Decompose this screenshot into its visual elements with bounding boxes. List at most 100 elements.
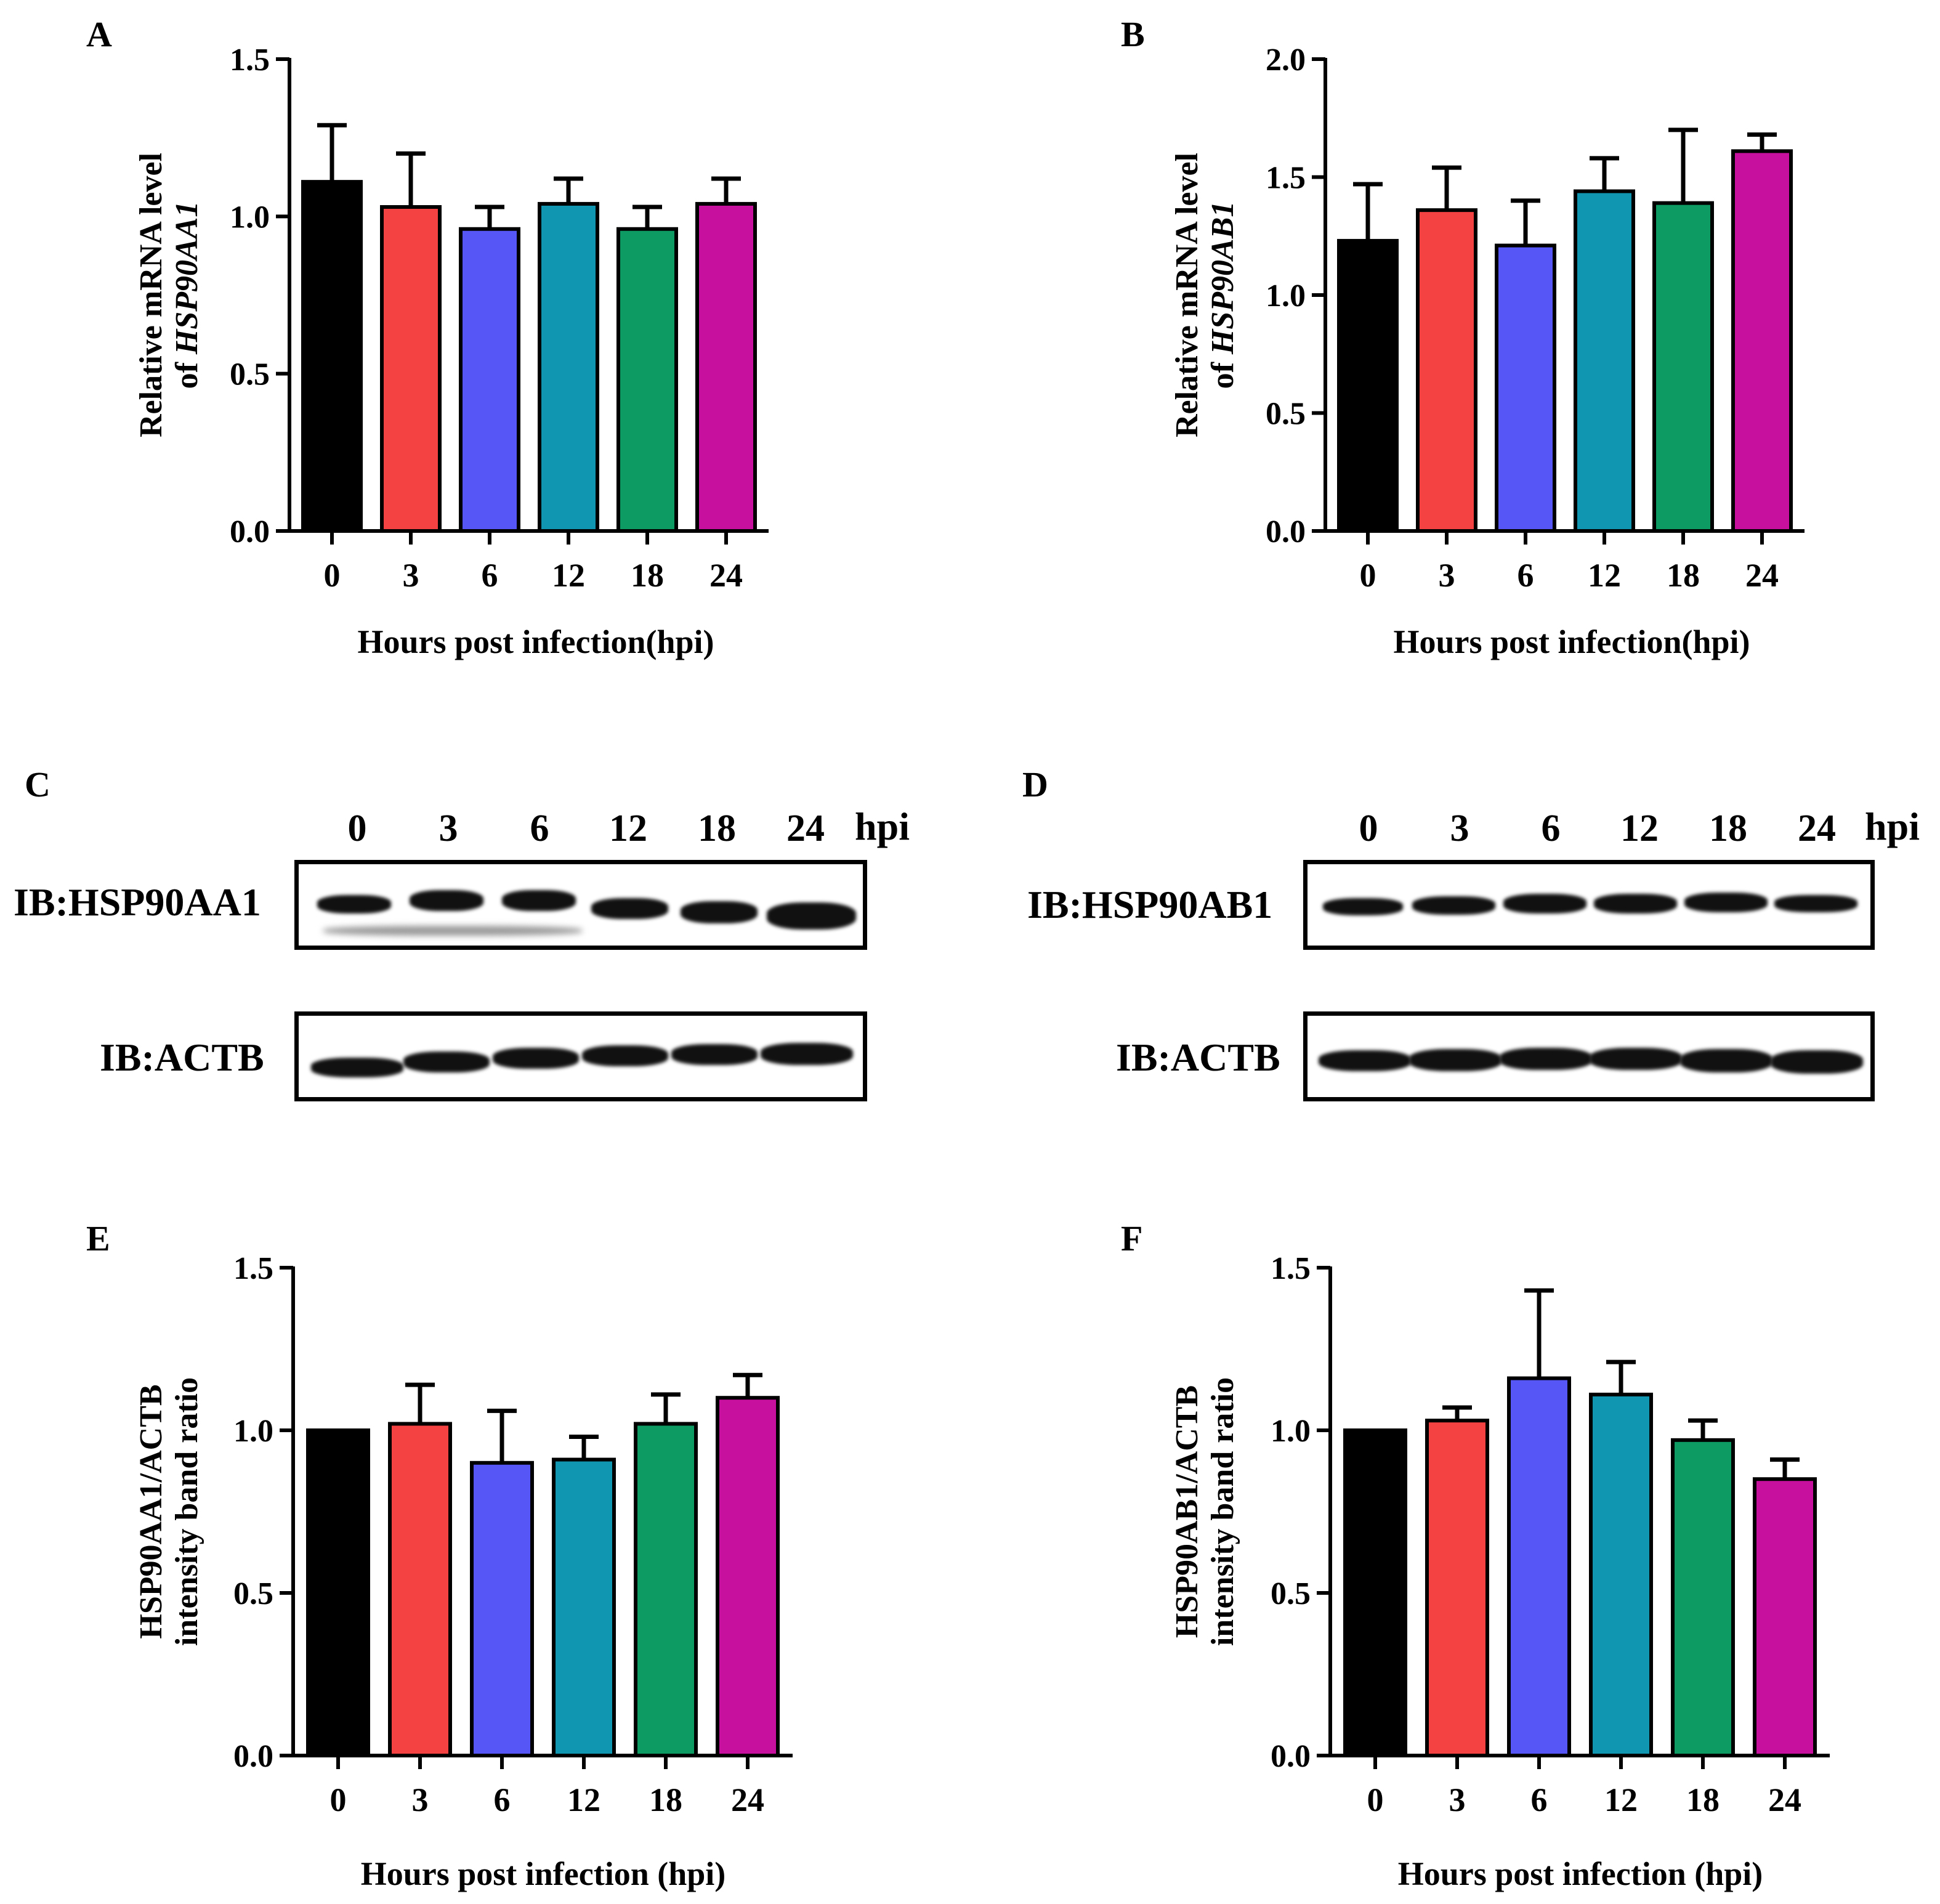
- y-tick-label: 0.0: [230, 514, 270, 549]
- x-tick-label: 6: [1531, 1781, 1548, 1818]
- x-tick-label: 0: [330, 1781, 347, 1818]
- x-axis-title: Hours post infection(hpi): [1393, 623, 1750, 660]
- y-axis-title-prefix: intensity band ratio: [1205, 1377, 1240, 1646]
- lane-label: 3: [439, 808, 458, 849]
- panel-letter: E: [86, 1218, 110, 1258]
- panel-letter-d: D: [1022, 764, 1048, 804]
- y-axis-title-line2: of HSP90AA1: [169, 201, 204, 389]
- x-axis-title: Hours post infection(hpi): [357, 623, 714, 660]
- bar-12h: [538, 201, 599, 533]
- band: [1684, 893, 1768, 912]
- y-tick-label: 1.0: [230, 200, 270, 235]
- lane-label: 0: [1359, 808, 1378, 849]
- x-tick-label: 12: [1588, 557, 1621, 594]
- band: [493, 1048, 579, 1069]
- bar-0h: [1337, 238, 1399, 533]
- band: [1319, 1050, 1411, 1071]
- x-tick-label: 3: [412, 1781, 429, 1818]
- bar-3h: [380, 205, 442, 533]
- y-tick-label: 1.0: [233, 1414, 273, 1449]
- band: [311, 1058, 403, 1077]
- band: [1774, 895, 1857, 912]
- bar-6h: [459, 227, 520, 533]
- x-tick-label: 24: [1768, 1781, 1801, 1818]
- bar-24h: [1753, 1477, 1817, 1757]
- lane-label: 6: [1541, 808, 1561, 849]
- lane-label: 0: [347, 808, 367, 849]
- x-tick-label: 3: [403, 557, 419, 594]
- bar-0h: [1343, 1428, 1407, 1757]
- y-tick-label: 2.0: [1266, 43, 1306, 78]
- lane-unit-label: hpi: [855, 804, 910, 848]
- lane-label: 12: [1620, 808, 1659, 849]
- band: [1590, 1048, 1682, 1070]
- y-axis-title-prefix: of: [169, 354, 204, 389]
- bar-0h: [306, 1428, 370, 1757]
- bar-12h: [1589, 1392, 1653, 1757]
- panel-letter: F: [1121, 1218, 1142, 1258]
- y-tick-label: 1.0: [1271, 1414, 1311, 1449]
- band: [410, 890, 483, 911]
- y-axis-title-line2: of HSP90AB1: [1205, 201, 1240, 389]
- x-tick-label: 6: [482, 557, 498, 594]
- y-axis-title-line2: intensity band ratio: [1205, 1377, 1240, 1646]
- bar-3h: [388, 1422, 452, 1757]
- band: [591, 898, 668, 919]
- x-tick-label: 24: [731, 1781, 764, 1818]
- x-tick-label: 12: [552, 557, 585, 594]
- y-tick-label: 0.0: [233, 1739, 273, 1774]
- blot-control-image-d: [1303, 1011, 1875, 1101]
- bar-18h: [634, 1422, 698, 1757]
- x-axis-title: Hours post infection (hpi): [1398, 1855, 1763, 1892]
- y-axis-title-gene: HSP90AB1: [1205, 201, 1240, 355]
- chart-panel-b: B 0.0 0.5 1.0 1.5 2.0 0 3 6 12 18 24 Hours post infe…: [1121, 14, 1805, 660]
- x-tick-label: 18: [1667, 557, 1700, 594]
- bar-12h: [552, 1457, 616, 1758]
- y-axis-title-line2: intensity band ratio: [169, 1377, 204, 1646]
- band: [403, 1051, 490, 1072]
- y-tick-label: 1.5: [230, 43, 270, 78]
- panel-letter-c: C: [25, 764, 51, 804]
- lane-label: 12: [609, 808, 647, 849]
- y-axis-title-line1: HSP90AB1/ACTB: [1170, 1385, 1205, 1638]
- x-tick-label: 6: [1518, 557, 1534, 594]
- bar-24h: [695, 201, 757, 533]
- y-tick-label: 0.5: [233, 1576, 273, 1611]
- y-tick-label: 0.5: [230, 357, 270, 392]
- band: [671, 1044, 758, 1065]
- bar-18h: [1671, 1438, 1735, 1758]
- x-tick-label: 3: [1439, 557, 1455, 594]
- band: [767, 902, 856, 930]
- y-tick-label: 0.5: [1271, 1576, 1311, 1611]
- bar-18h: [616, 227, 678, 533]
- blot-target-image-d: [1303, 860, 1875, 950]
- y-axis-title-gene: HSP90AA1: [169, 201, 204, 355]
- blot-control-image-c: [294, 1011, 867, 1101]
- y-tick-label: 1.0: [1266, 278, 1306, 314]
- band: [1503, 894, 1586, 914]
- x-axis-title: Hours post infection (hpi): [361, 1855, 726, 1892]
- y-tick-label: 1.5: [1266, 161, 1306, 196]
- lane-label: 18: [698, 808, 736, 849]
- lane-unit-label: hpi: [1865, 804, 1920, 848]
- bar-3h: [1416, 208, 1477, 533]
- band: [1323, 898, 1403, 915]
- x-tick-label: 24: [1745, 557, 1779, 594]
- blot-target-image-c: [294, 860, 867, 950]
- band: [1771, 1050, 1863, 1074]
- y-axis-title-line1: Relative mRNA level: [1170, 153, 1205, 437]
- bar-0h: [301, 180, 363, 533]
- y-tick-label: 0.0: [1266, 514, 1306, 549]
- x-tick-label: 12: [567, 1781, 600, 1818]
- bar-3h: [1425, 1419, 1489, 1757]
- lane-label: 3: [1450, 808, 1469, 849]
- bar-6h: [470, 1460, 534, 1758]
- lane-label: 24: [786, 808, 825, 849]
- band: [502, 890, 576, 911]
- y-axis-title-prefix: of: [1205, 354, 1240, 389]
- bar-12h: [1574, 189, 1635, 533]
- y-tick-label: 1.5: [1271, 1251, 1311, 1286]
- lane-label: 6: [530, 808, 549, 849]
